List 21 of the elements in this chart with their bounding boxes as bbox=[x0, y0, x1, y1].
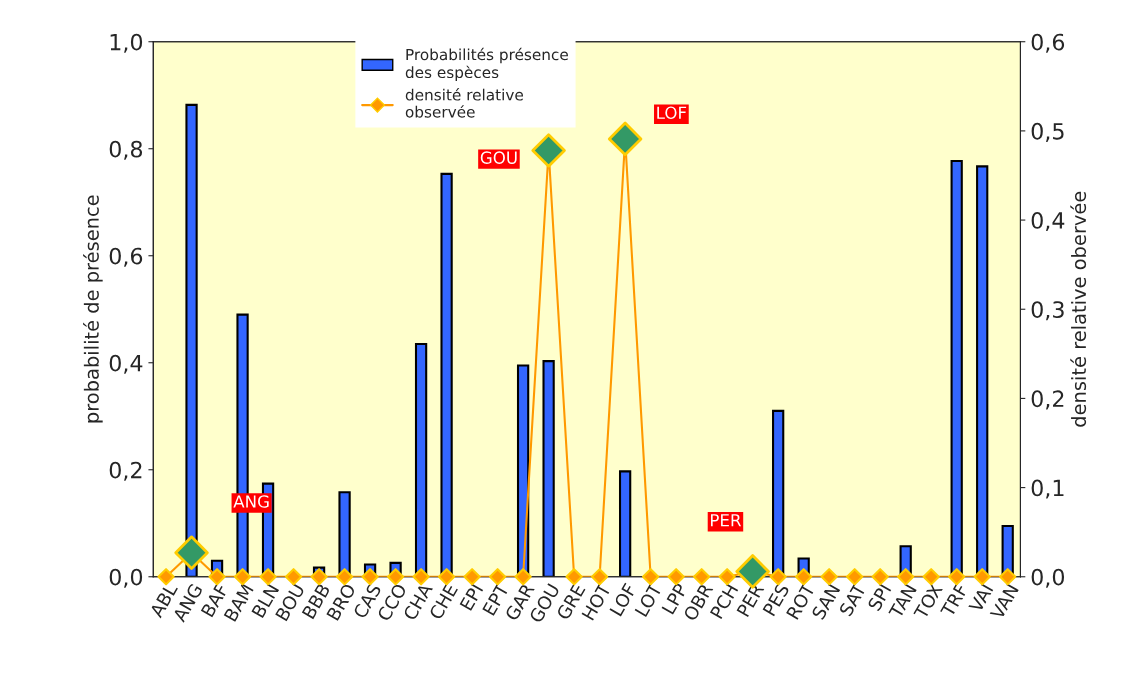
annotation: GOU bbox=[480, 151, 517, 164]
annotation: ANG bbox=[233, 495, 269, 508]
y-axis-title: probabilité de présence bbox=[83, 195, 103, 423]
y-tick-label: 1,0 bbox=[110, 33, 143, 53]
y2-axis-title: densité relative obervée bbox=[1070, 191, 1087, 427]
annotation: PER bbox=[711, 514, 742, 527]
y-tick-label: 0,8 bbox=[109, 140, 143, 160]
y2-tick-label: 0,3 bbox=[1031, 301, 1064, 321]
legend-label: densité relative observée bbox=[405, 88, 523, 118]
y-tick-label: 0,4 bbox=[109, 354, 143, 374]
y2-tick-label: 0,4 bbox=[1031, 212, 1065, 232]
y2-tick-label: 0,5 bbox=[1031, 122, 1064, 142]
y2-tick-label: 0,1 bbox=[1031, 479, 1064, 499]
y2-tick-label: 0,2 bbox=[1031, 390, 1064, 410]
y2-tick-label: 0,6 bbox=[1031, 33, 1065, 53]
annotation: LOF bbox=[657, 106, 687, 120]
y2-tick-label: 0,0 bbox=[1031, 568, 1065, 588]
y-tick-label: 0,0 bbox=[109, 568, 143, 588]
x-tick-label: EPI bbox=[459, 583, 484, 611]
y-tick-label: 0,6 bbox=[109, 247, 143, 267]
y-tick-label: 0,2 bbox=[109, 461, 142, 481]
